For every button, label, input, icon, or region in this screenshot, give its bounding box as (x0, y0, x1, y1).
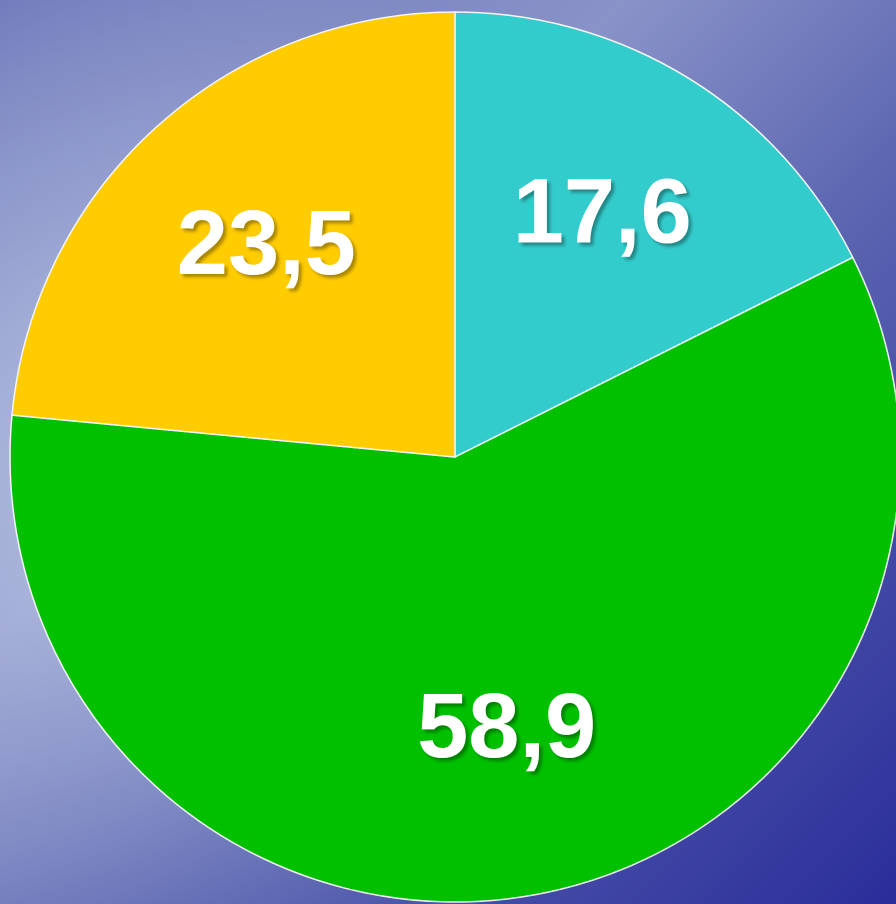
pie: 17,6 58,9 23,5 (9, 11, 896, 903)
data-label: 17,6 (513, 161, 692, 263)
pie-slice (454, 11, 854, 459)
pie-slice (9, 256, 896, 903)
data-label: 23,5 (177, 192, 356, 294)
data-label: 58,9 (417, 675, 596, 777)
pie-slice (11, 11, 456, 458)
